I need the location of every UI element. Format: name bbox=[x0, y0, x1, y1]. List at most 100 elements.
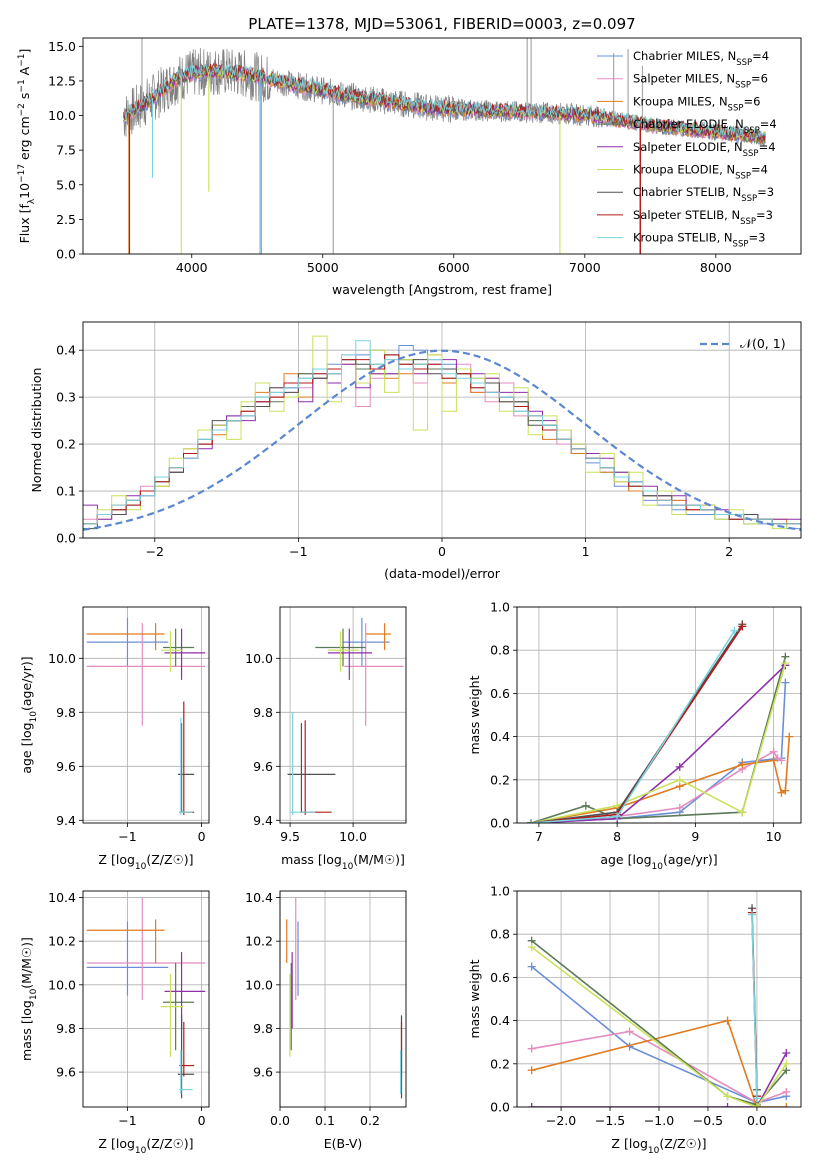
legend-sub: SSP bbox=[735, 81, 751, 91]
legend-tail: =4 bbox=[751, 163, 768, 177]
series-line bbox=[531, 946, 787, 1107]
y-tick-label: 10.0 bbox=[245, 651, 273, 666]
errorbar-point bbox=[160, 631, 184, 672]
label-part: mass [ bbox=[281, 852, 323, 867]
residuals-plot-area bbox=[83, 335, 801, 531]
age-vs-Z-panel: −1 09.49.69.810.0Z [log10(Z/Z☉)]age [log1… bbox=[19, 606, 210, 872]
plus-marker bbox=[781, 786, 790, 795]
plus-marker bbox=[738, 808, 747, 817]
label-part: (Z/Z☉) bbox=[146, 1136, 188, 1151]
legend-sub: SSP bbox=[740, 217, 756, 227]
label-part: Z [ bbox=[98, 1136, 115, 1151]
label-part: −2 bbox=[17, 103, 27, 116]
x-tick-label: −1 bbox=[118, 1113, 136, 1128]
legend-sub: SSP bbox=[744, 126, 760, 136]
label-part: (age/yr) bbox=[19, 661, 34, 711]
y-tick-label: 10.2 bbox=[245, 934, 273, 949]
y-tick-label: 1.0 bbox=[490, 600, 510, 615]
y-axis-label: Normed distribution bbox=[29, 368, 44, 493]
histogram-step-line bbox=[83, 335, 801, 530]
label-part: −1 bbox=[17, 79, 27, 92]
plus-marker bbox=[782, 1103, 791, 1107]
y-tick-label: 10.4 bbox=[48, 890, 76, 905]
x-tick-label: −1.5 bbox=[595, 1113, 625, 1128]
errorbar-point bbox=[164, 628, 206, 680]
y-tick-label: 0.0 bbox=[490, 816, 510, 831]
legend-tail: =6 bbox=[751, 72, 768, 86]
y-tick-label: 9.6 bbox=[253, 759, 273, 774]
errorbar-point bbox=[290, 712, 316, 815]
label-part: mass [ bbox=[19, 1019, 34, 1061]
plus-marker bbox=[785, 732, 794, 741]
plus-marker bbox=[752, 1094, 761, 1103]
axis-label: mass [log10(M/M☉)] bbox=[19, 937, 39, 1061]
y-tick-label: 1.0 bbox=[490, 884, 510, 899]
axes-frame bbox=[279, 606, 407, 824]
y-tick-label: 9.6 bbox=[253, 1065, 273, 1080]
y-tick-label: 0.4 bbox=[56, 343, 76, 358]
legend-text: Kroupa ELODIE, N bbox=[633, 163, 735, 177]
x-axis-label: (data-model)/error bbox=[384, 566, 501, 581]
x-tick-label: 2 bbox=[725, 544, 733, 559]
legend-tail: =4 bbox=[759, 140, 776, 154]
y-tick-label: 9.8 bbox=[253, 1021, 273, 1036]
axis-label: Z [log10(Z/Z☉)] bbox=[98, 1136, 193, 1156]
label-part: Z [ bbox=[98, 852, 115, 867]
plus-marker bbox=[527, 962, 536, 971]
label-part: 10 bbox=[652, 862, 664, 872]
label-part: (Z/Z☉) bbox=[659, 1136, 701, 1151]
x-tick-label: 5000 bbox=[307, 260, 339, 275]
legend-text: Kroupa STELIB, N bbox=[633, 231, 733, 245]
plus-marker bbox=[752, 1103, 761, 1107]
y-axis-label: mass weight bbox=[467, 959, 482, 1038]
series-line bbox=[531, 1030, 787, 1104]
legend-entry: Kroupa MILES, NSSP=6 bbox=[633, 94, 760, 113]
axes-frame bbox=[82, 606, 210, 824]
legend-text: Salpeter MILES, N bbox=[633, 72, 735, 86]
errorbar-point bbox=[86, 623, 165, 651]
plus-marker bbox=[769, 756, 778, 765]
plus-marker bbox=[782, 1049, 791, 1057]
errorbar-point bbox=[179, 1050, 193, 1094]
y-tick-label: 9.6 bbox=[56, 1065, 76, 1080]
legend-text: Kroupa MILES, N bbox=[633, 94, 728, 108]
legend-sub: SSP bbox=[735, 172, 751, 182]
label-part: (M/M☉) bbox=[353, 852, 400, 867]
x-tick-label: −2.0 bbox=[546, 1113, 576, 1128]
label-part: 10 bbox=[135, 862, 147, 872]
x-tick-label: 0.0 bbox=[270, 1113, 290, 1128]
x-axis-label: E(B-V) bbox=[324, 1136, 363, 1151]
y-tick-label: 12.5 bbox=[48, 73, 76, 88]
legend-sub: SSP bbox=[743, 149, 759, 159]
plus-marker bbox=[527, 819, 536, 823]
axis-label: mass [log10(M/M☉)] bbox=[281, 852, 405, 872]
plus-marker bbox=[730, 626, 739, 635]
label-part: ] bbox=[400, 852, 405, 867]
legend-sub: SSP bbox=[728, 103, 744, 113]
legend-text: Chabrier STELIB, N bbox=[633, 185, 741, 199]
x-tick-label: 1 bbox=[582, 544, 590, 559]
y-axis-label: Flux [fλ10−17 erg cm−2 s−1 A−1] bbox=[17, 49, 37, 244]
legend-tail: =3 bbox=[748, 231, 765, 245]
y-tick-label: 10.0 bbox=[48, 651, 76, 666]
label-part: ] bbox=[702, 1136, 707, 1151]
y-tick-label: 7.5 bbox=[56, 143, 76, 158]
axes-frame bbox=[516, 606, 802, 824]
y-tick-label: 0.8 bbox=[490, 927, 510, 942]
legend-tail: =3 bbox=[757, 185, 774, 199]
x-tick-label: −2 bbox=[146, 544, 164, 559]
model-spectrum-line bbox=[123, 66, 766, 145]
series-line bbox=[531, 940, 787, 1106]
y-tick-label: 9.8 bbox=[253, 705, 273, 720]
label-part: −1 bbox=[17, 54, 27, 67]
mass-vs-Z-panel: −1 09.69.810.010.210.4Z [log10(Z/Z☉)]mass… bbox=[19, 890, 210, 1156]
axis-label: age [log10(age/yr)] bbox=[19, 656, 39, 773]
errorbar-point bbox=[86, 617, 169, 667]
label-part: −17 bbox=[17, 164, 27, 183]
plus-marker bbox=[675, 803, 684, 812]
residuals-panel: −2 −1 0 1 2 0.0 0.1 0.2 0.3 0.4 𝒩(0, 1) (data-model… bbox=[29, 321, 802, 581]
legend-entry: Kroupa STELIB, NSSP=3 bbox=[633, 231, 765, 250]
legend-entry: Chabrier ELODIE, NSSP=4 bbox=[633, 117, 777, 136]
y-tick-label: 0.6 bbox=[490, 686, 510, 701]
label-part: ] bbox=[19, 656, 34, 661]
